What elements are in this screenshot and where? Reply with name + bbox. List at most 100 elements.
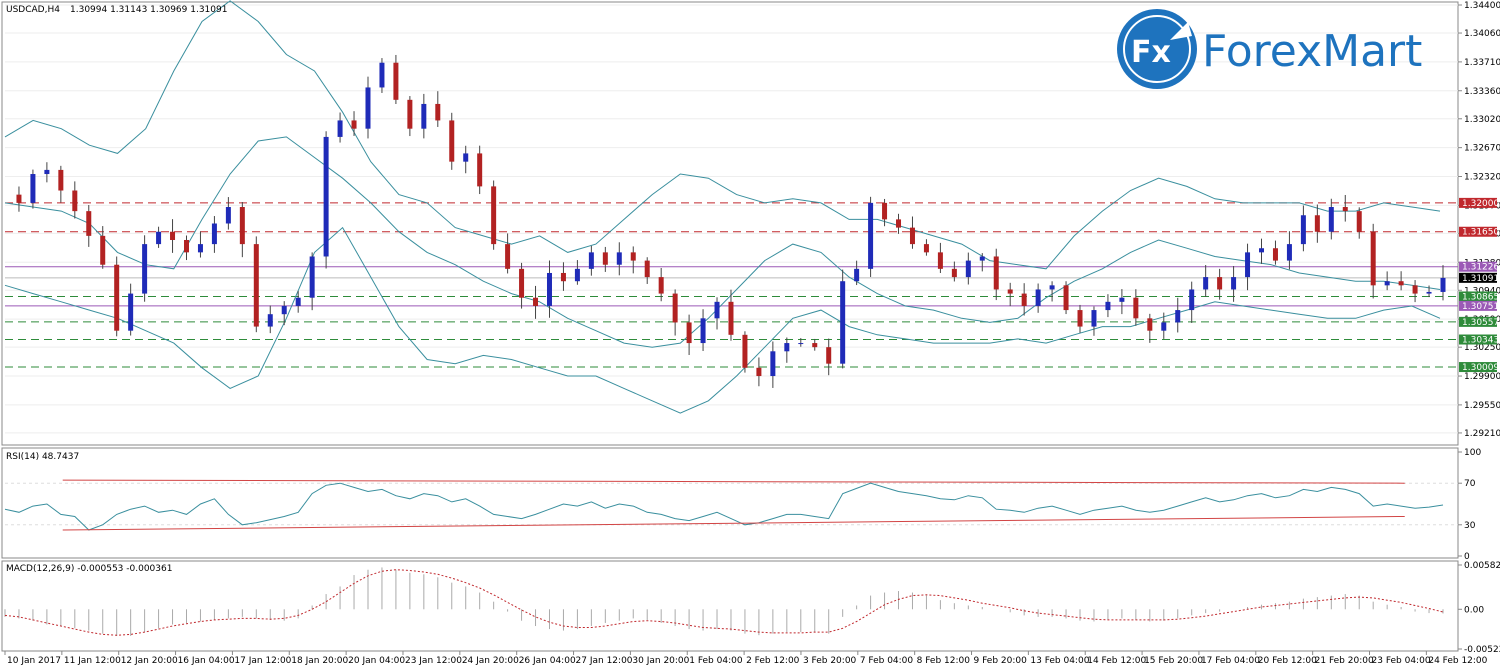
candle-body — [197, 244, 203, 253]
candle-body — [379, 62, 385, 88]
candle-body — [784, 343, 790, 352]
candle-body — [1091, 310, 1097, 327]
candle-body — [58, 169, 64, 191]
candle-body — [742, 334, 748, 368]
time-tick-label: 26 Jan 04:00 — [519, 656, 576, 666]
time-tick-label: 8 Feb 12:00 — [917, 656, 971, 666]
price-tick-label: 1.29210 — [1464, 429, 1500, 439]
time-tick-label: 23 Jan 12:00 — [405, 656, 462, 666]
candle-body — [1259, 248, 1265, 253]
candle-body — [686, 322, 692, 344]
candle-body — [267, 314, 273, 327]
time-tick-label: 16 Jan 04:00 — [178, 656, 235, 666]
time-tick-label: 11 Jan 12:00 — [64, 656, 121, 666]
candle-body — [1007, 289, 1013, 294]
candle-body — [351, 120, 357, 129]
candle-body — [1147, 318, 1153, 331]
time-tick-label: 2 Feb 12:00 — [746, 656, 800, 666]
candle-body — [491, 186, 497, 245]
time-tick-label: 30 Jan 20:00 — [632, 656, 689, 666]
candle-body — [756, 367, 762, 377]
macd-signal-line — [4, 569, 1444, 636]
candle-body — [1077, 310, 1083, 327]
candle-body — [1049, 285, 1055, 290]
candle-body — [337, 120, 343, 137]
candle-body — [239, 207, 245, 245]
price-tick-label: 1.33020 — [1464, 115, 1500, 125]
candlesticks — [16, 54, 1446, 388]
rsi-tick-label: 0 — [1464, 552, 1470, 562]
candle-body — [658, 277, 664, 294]
price-tick-label: 1.33710 — [1464, 58, 1500, 68]
candle-body — [1300, 215, 1306, 245]
level-tag-bg — [1459, 362, 1497, 373]
candle-body — [114, 264, 120, 331]
time-tick-label: 18 Jan 20:00 — [291, 656, 348, 666]
time-tick-label: 9 Feb 20:00 — [974, 656, 1028, 666]
logo-fx: Fx — [1131, 35, 1171, 70]
horizontal-levels — [5, 202, 1458, 368]
time-tick-label: 3 Feb 20:00 — [803, 656, 857, 666]
candle-body — [463, 153, 469, 162]
level-tag-bg — [1459, 226, 1497, 237]
candle-body — [86, 211, 92, 236]
price-tick-label: 1.30250 — [1464, 343, 1500, 353]
rsi-tick-label: 30 — [1464, 521, 1476, 531]
candle-body — [616, 252, 622, 265]
candle-body — [128, 293, 134, 331]
level-tag-label: 1.30009 — [1462, 363, 1499, 373]
candle-body — [170, 231, 176, 240]
candle-body — [1412, 285, 1418, 294]
level-tag-label: 1.30865 — [1462, 292, 1499, 302]
rsi-line — [4, 482, 1444, 531]
candle-body — [854, 268, 860, 282]
arrow-icon — [1170, 22, 1192, 40]
candle-body — [951, 268, 957, 278]
time-tick-label: 24 Jan 20:00 — [462, 656, 519, 666]
level-tag-bg — [1459, 316, 1497, 327]
candle-body — [882, 202, 888, 220]
rsi-trendline-upper — [62, 479, 1405, 484]
candle-body — [1384, 281, 1390, 286]
candle-body — [1035, 289, 1041, 306]
candle-body — [714, 301, 720, 319]
candle-body — [1119, 297, 1125, 302]
time-tick-label: 12 Jan 20:00 — [121, 656, 178, 666]
ohlc-label: 1.30994 1.31143 1.30969 1.31091 — [70, 5, 227, 15]
candle-body — [1370, 231, 1376, 286]
candle-body — [923, 244, 929, 253]
candle-body — [979, 256, 985, 261]
time-tick-label: 13 Feb 04:00 — [1030, 656, 1089, 666]
candle-body — [1161, 322, 1167, 331]
bollinger-upper — [4, 0, 1441, 270]
level-tag-bg — [1459, 300, 1497, 311]
time-tick-label: 10 Jan 2017 — [7, 656, 61, 666]
candle-body — [295, 297, 301, 306]
candle-body — [1231, 277, 1237, 290]
level-tag-label: 1.30557 — [1462, 318, 1499, 328]
level-tag-label: 1.32000 — [1462, 199, 1499, 209]
time-tick-label: 27 Jan 12:00 — [576, 656, 633, 666]
time-tick-label: 1 Feb 04:00 — [689, 656, 743, 666]
macd-tick-label: 0.005822 — [1464, 561, 1500, 571]
candle-body — [421, 103, 427, 129]
candle-body — [868, 202, 874, 269]
candle-body — [602, 252, 608, 265]
candle-body — [1105, 301, 1111, 311]
candle-body — [519, 268, 525, 298]
logo-name: ForexMart — [1202, 26, 1422, 77]
rsi-panel-frame — [1, 447, 1459, 559]
candle-body — [449, 120, 455, 162]
symbol-label: USDCAD,H4 — [6, 5, 60, 15]
candle-body — [183, 239, 189, 253]
rsi-tick-label: 100 — [1464, 448, 1481, 458]
price-tick-label: 1.32320 — [1464, 173, 1500, 183]
level-tag-label: 1.30751 — [1462, 302, 1499, 312]
rsi-chart: 100 70 30 0 — [4, 448, 1481, 562]
candle-body — [644, 260, 650, 278]
time-tick-label: 15 Feb 20:00 — [1144, 656, 1203, 666]
candle-body — [1245, 252, 1251, 278]
time-tick-label: 24 Feb 12:00 — [1428, 656, 1487, 666]
price-grid — [5, 4, 1458, 434]
